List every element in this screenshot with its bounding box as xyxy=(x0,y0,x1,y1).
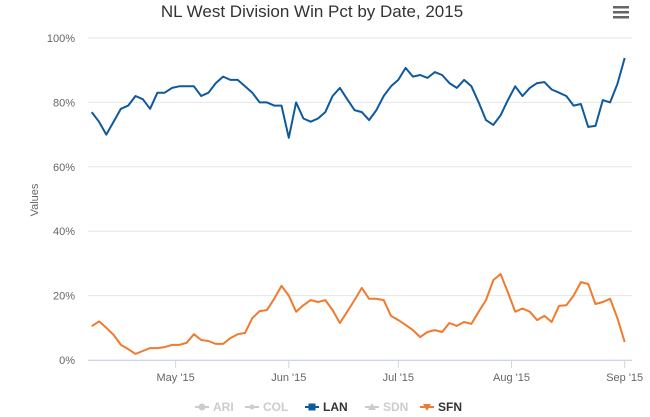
legend-item-lan[interactable]: LAN xyxy=(305,400,348,414)
x-tick-label: Aug '15 xyxy=(493,372,530,384)
legend-item-sdn[interactable]: SDN xyxy=(365,400,408,414)
y-tick-label: 20% xyxy=(53,291,75,303)
legend-marker-icon xyxy=(368,403,376,410)
legend-marker-icon xyxy=(249,404,255,410)
legend-label: LAN xyxy=(323,400,348,414)
legend-item-sfn[interactable]: SFN xyxy=(420,400,462,414)
y-tick-label: 0% xyxy=(59,355,75,367)
legend-label: COL xyxy=(263,400,288,414)
y-tick-label: 80% xyxy=(53,97,75,109)
legend-label: SFN xyxy=(438,400,462,414)
legend-item-ari[interactable]: ARI xyxy=(195,400,234,414)
y-tick-label: 40% xyxy=(53,226,75,238)
hamburger-menu-icon[interactable] xyxy=(613,6,629,19)
x-tick-label: Sep '15 xyxy=(606,372,643,384)
legend-label: SDN xyxy=(383,400,408,414)
x-tick-label: Jul '15 xyxy=(383,372,414,384)
legend-item-col[interactable]: COL xyxy=(245,400,288,414)
legend-marker-icon xyxy=(423,404,431,411)
y-axis-title: Values xyxy=(29,183,41,216)
x-tick-label: May '15 xyxy=(157,372,195,384)
series-line-sfn xyxy=(91,273,626,355)
chart-title: NL West Division Win Pct by Date, 2015 xyxy=(161,2,463,21)
legend-marker-icon xyxy=(198,403,206,411)
legend-marker-icon xyxy=(308,403,316,411)
y-tick-label: 60% xyxy=(53,162,75,174)
x-tick-label: Jun '15 xyxy=(271,372,306,384)
y-tick-label: 100% xyxy=(47,33,75,45)
series-line-lan xyxy=(90,57,626,139)
legend-label: ARI xyxy=(213,400,234,414)
